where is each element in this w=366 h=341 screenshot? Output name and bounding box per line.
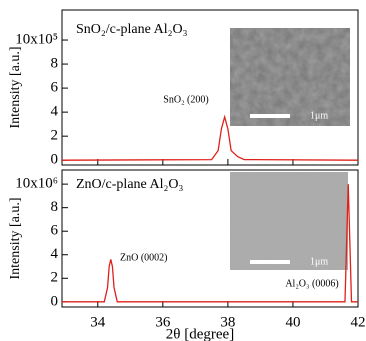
- annotation: SnO₂/c-plane Al₂O₃: [76, 22, 188, 37]
- y-tick-label: 0: [51, 152, 59, 168]
- x-tick-label: 40: [285, 314, 300, 330]
- x-axis-label: 2θ [degree]: [166, 326, 234, 341]
- y-axis-label: Intensity [a.u.]: [8, 46, 23, 128]
- y-tick-label: 6: [51, 223, 59, 239]
- annotation: 1μm: [310, 110, 328, 121]
- y-axis-label: Intensity [a.u.]: [8, 197, 23, 279]
- y-tick-label: 2: [51, 128, 59, 144]
- y-tick-label: 10x10⁶: [15, 176, 58, 192]
- y-tick-label: 2: [51, 270, 59, 286]
- annotation: ZnO/c-plane Al₂O₃: [76, 177, 183, 192]
- annotation: ZnO (0002): [120, 252, 168, 263]
- y-tick-label: 8: [51, 199, 59, 215]
- y-tick-label: 4: [51, 104, 59, 120]
- y-tick-label: 8: [51, 56, 59, 72]
- sem-texture: [230, 28, 350, 126]
- y-tick-label: 6: [51, 80, 59, 96]
- annotation: SnO₂ (200): [163, 94, 208, 105]
- y-tick-label: 4: [51, 246, 59, 262]
- x-tick-label: 42: [351, 314, 366, 330]
- y-tick-label: 10x10⁵: [15, 31, 58, 47]
- x-tick-label: 34: [90, 314, 106, 330]
- y-tick-label: 0: [51, 293, 59, 309]
- annotation: Al₂O₃ (0006): [285, 278, 338, 289]
- annotation: 1μm: [310, 256, 328, 267]
- sem-texture: [230, 172, 348, 270]
- figure: 0246810x10⁵Intensity [a.u.]SnO₂/c-plane …: [0, 0, 366, 341]
